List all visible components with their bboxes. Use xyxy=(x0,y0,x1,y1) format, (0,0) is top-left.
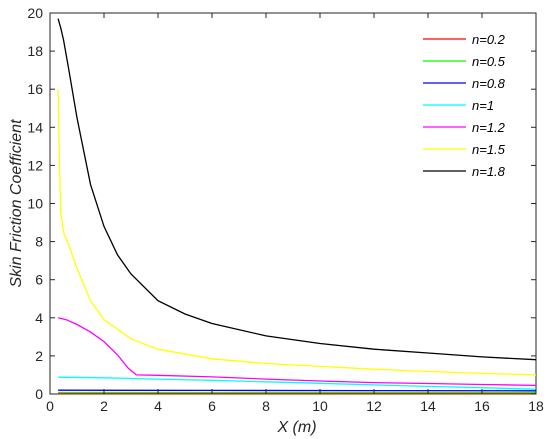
legend-label-0: n=0.2 xyxy=(472,32,506,47)
y-tick-label: 0 xyxy=(35,386,43,402)
x-tick-label: 8 xyxy=(262,398,270,414)
series-line-4 xyxy=(57,317,537,387)
x-axis-ticks: 0 2 4 6 8 10 12 14 16 18 xyxy=(46,13,544,414)
y-tick-label: 8 xyxy=(35,234,43,250)
x-axis-label: X (m) xyxy=(276,419,316,436)
y-tick-label: 20 xyxy=(27,5,43,21)
y-tick-label: 12 xyxy=(27,157,43,173)
x-tick-label: 14 xyxy=(420,398,436,414)
y-axis-ticks: 0 2 4 6 8 10 12 14 16 18 20 xyxy=(27,5,536,402)
y-tick-label: 10 xyxy=(27,196,43,212)
series-line-5 xyxy=(57,89,537,376)
y-axis-label: Skin Friction Coefficient xyxy=(8,119,25,288)
legend-label-2: n=0.8 xyxy=(472,76,506,91)
series-line-6 xyxy=(57,18,537,361)
y-tick-label: 18 xyxy=(27,43,43,59)
legend: n=0.2 n=0.5 n=0.8 n=1 n=1.2 n=1.5 n=1.8 xyxy=(418,27,518,189)
legend-label-6: n=1.8 xyxy=(472,164,506,179)
x-tick-label: 12 xyxy=(366,398,382,414)
legend-label-5: n=1.5 xyxy=(472,142,506,157)
x-tick-label: 10 xyxy=(312,398,328,414)
x-tick-label: 6 xyxy=(208,398,216,414)
series-line-3 xyxy=(58,376,537,390)
x-tick-label: 18 xyxy=(528,398,544,414)
y-tick-label: 14 xyxy=(27,119,43,135)
series-layer xyxy=(57,18,537,395)
legend-label-4: n=1.2 xyxy=(472,120,506,135)
y-tick-label: 2 xyxy=(35,348,43,364)
x-tick-label: 2 xyxy=(100,398,108,414)
legend-box xyxy=(418,27,518,189)
legend-label-3: n=1 xyxy=(472,98,494,113)
y-tick-label: 6 xyxy=(35,272,43,288)
x-tick-label: 16 xyxy=(474,398,490,414)
x-tick-label: 0 xyxy=(46,398,54,414)
legend-label-1: n=0.5 xyxy=(472,54,506,69)
x-tick-label: 4 xyxy=(154,398,162,414)
series-line-2 xyxy=(58,389,537,392)
y-tick-label: 4 xyxy=(35,310,43,326)
y-tick-label: 16 xyxy=(27,81,43,97)
